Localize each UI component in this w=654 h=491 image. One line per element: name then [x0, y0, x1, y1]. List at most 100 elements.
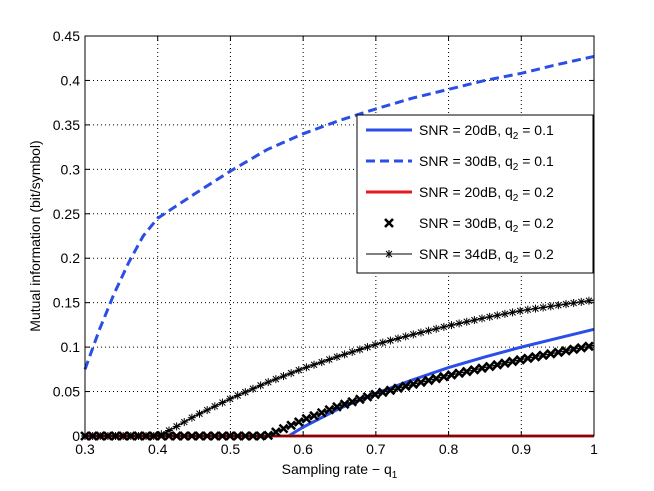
data-point: [584, 296, 593, 305]
legend-label: SNR = 34dB, q2 = 0.2: [419, 246, 554, 266]
data-point: [301, 413, 312, 424]
x-marker-stroke: [438, 371, 449, 382]
y-tick-label: 0.2: [61, 250, 81, 266]
data-point: [263, 430, 274, 441]
data-point: [187, 413, 196, 422]
series-5: [81, 296, 595, 440]
legend-entry-5: SNR = 34dB, q2 = 0.2: [366, 246, 554, 266]
star-marker-stroke: [562, 300, 570, 308]
star-marker-stroke: [516, 307, 524, 315]
x-marker-stroke: [576, 342, 587, 353]
data-point: [377, 387, 388, 398]
legend-swatch: [385, 250, 393, 258]
data-point: [309, 410, 319, 421]
x-marker-stroke: [416, 377, 426, 388]
x-marker-stroke: [339, 399, 350, 410]
star-marker-stroke: [310, 361, 318, 369]
data-point: [203, 406, 212, 415]
x-tick-label: 0.4: [148, 441, 168, 457]
ticks: 0.3 0.4 0.5 0.6 0.7 0.8 0.9 1 0 0.05 0.1 0.15 0.2 0.2…: [53, 28, 598, 457]
data-point: [195, 409, 204, 418]
star-marker-stroke: [509, 309, 516, 316]
x-marker-stroke: [393, 383, 403, 394]
x-marker-stroke: [530, 351, 541, 362]
star-marker-stroke: [478, 315, 486, 322]
data-point: [583, 341, 594, 352]
star-marker-stroke: [432, 325, 440, 333]
star-marker-stroke: [280, 372, 287, 380]
x-marker-stroke: [400, 381, 411, 392]
x-marker-stroke: [461, 366, 472, 377]
data-point: [400, 381, 411, 392]
star-marker-stroke: [180, 418, 188, 426]
x-marker-stroke: [286, 420, 297, 431]
star-marker-stroke: [448, 321, 455, 329]
star-marker-stroke: [364, 343, 371, 351]
star-marker-stroke: [385, 250, 393, 258]
data-point: [493, 311, 502, 320]
legend-box: [356, 114, 594, 274]
x-marker-stroke: [309, 410, 319, 421]
star-marker-stroke: [402, 333, 410, 340]
data-point: [439, 322, 448, 331]
data-point: [530, 351, 541, 362]
data-point: [370, 389, 381, 400]
data-point: [386, 336, 395, 345]
star-marker-stroke: [241, 388, 249, 396]
x-marker-stroke: [538, 350, 549, 361]
y-tick-label: 0.35: [53, 117, 80, 133]
star-marker-stroke: [493, 312, 501, 319]
star-marker-stroke: [570, 299, 577, 307]
data-point: [347, 396, 358, 407]
star-marker-stroke: [532, 305, 539, 312]
legend-entry-4: SNR = 30dB, q2 = 0.2: [384, 215, 554, 235]
star-marker-stroke: [539, 304, 547, 311]
data-point: [271, 375, 280, 384]
data-point: [485, 312, 494, 321]
series-line-2: [83, 54, 595, 370]
star-marker-stroke: [333, 353, 341, 361]
data-point: [462, 317, 471, 326]
x-marker-stroke: [316, 407, 327, 418]
data-point: [393, 383, 403, 394]
data-point: [180, 418, 189, 427]
x-tick-label: 0.3: [75, 441, 95, 457]
x-marker-stroke: [553, 347, 564, 358]
data-point: [279, 372, 288, 381]
data-point: [492, 359, 503, 370]
data-point: [401, 332, 410, 341]
y-tick-label: 0.1: [61, 339, 81, 355]
y-axis-label: Mutual information (bit/symbol): [27, 140, 43, 331]
data-point: [568, 344, 579, 355]
x-marker-stroke: [354, 394, 365, 405]
legend-entry-1: SNR = 20dB, q2 = 0.1: [366, 122, 554, 142]
data-point: [226, 394, 235, 403]
x-marker-stroke: [484, 361, 495, 372]
x-marker-stroke: [454, 368, 465, 379]
data-point: [340, 350, 349, 359]
data-point: [576, 342, 587, 353]
y-tick-label: 0.05: [53, 384, 80, 400]
data-point: [423, 375, 434, 386]
data-point: [522, 353, 533, 364]
data-point: [287, 369, 296, 378]
x-marker-stroke: [293, 417, 304, 427]
data-point: [561, 345, 571, 356]
data-point: [362, 391, 373, 402]
star-marker-stroke: [173, 423, 180, 430]
x-tick-label: 0.6: [293, 441, 313, 457]
data-point: [325, 355, 334, 364]
x-marker-stroke: [545, 348, 556, 359]
legend-entry-3: SNR = 20dB, q2 = 0.2: [366, 184, 554, 204]
x-marker-stroke: [362, 391, 373, 402]
x-marker-stroke: [324, 404, 335, 415]
data-point: [270, 427, 281, 437]
data-point: [416, 328, 425, 337]
data-point: [477, 363, 487, 374]
data-point: [469, 364, 480, 375]
x-marker-stroke: [583, 341, 594, 352]
x-marker-stroke: [263, 430, 274, 441]
data-point: [332, 352, 341, 361]
x-marker-stroke: [561, 345, 571, 356]
